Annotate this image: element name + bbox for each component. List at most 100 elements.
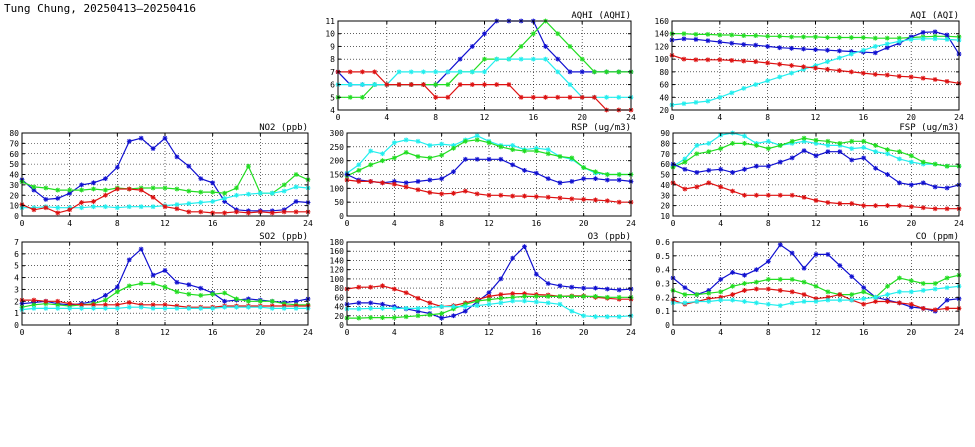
data-point bbox=[162, 268, 168, 273]
data-point bbox=[415, 179, 421, 184]
data-point bbox=[908, 153, 914, 159]
data-point bbox=[31, 302, 37, 308]
data-point bbox=[920, 30, 926, 35]
x-tick-label: 24 bbox=[954, 113, 964, 122]
panel-title: NO2 (ppb) bbox=[259, 123, 308, 133]
y-tick-label: 50 bbox=[9, 160, 19, 169]
data-point bbox=[103, 306, 108, 311]
data-point bbox=[825, 66, 830, 72]
y-tick-label: 5 bbox=[330, 93, 335, 102]
data-point bbox=[174, 306, 180, 311]
x-tick-label: 16 bbox=[859, 113, 869, 122]
data-point bbox=[368, 306, 374, 311]
data-point bbox=[694, 143, 700, 148]
data-point bbox=[873, 165, 878, 171]
data-point bbox=[730, 140, 735, 146]
data-point bbox=[162, 284, 168, 290]
data-point bbox=[944, 78, 950, 84]
data-point bbox=[557, 283, 563, 289]
data-point bbox=[944, 206, 950, 212]
data-point bbox=[391, 155, 397, 161]
data-point bbox=[396, 82, 402, 87]
data-point bbox=[860, 70, 866, 76]
data-point bbox=[581, 313, 587, 319]
data-point bbox=[533, 148, 539, 154]
x-tick-label: 24 bbox=[954, 219, 964, 228]
data-point bbox=[682, 166, 688, 172]
data-point bbox=[372, 82, 378, 87]
data-point bbox=[293, 172, 299, 177]
data-point bbox=[67, 187, 73, 193]
data-point bbox=[427, 300, 433, 306]
x-tick-label: 4 bbox=[718, 328, 723, 337]
data-point bbox=[837, 297, 843, 303]
data-point bbox=[604, 294, 610, 300]
series-line-red bbox=[672, 182, 959, 210]
data-point bbox=[920, 75, 926, 81]
data-point bbox=[530, 56, 536, 62]
data-point bbox=[462, 156, 468, 162]
data-point bbox=[944, 297, 950, 303]
x-tick-label: 12 bbox=[811, 328, 821, 337]
data-point bbox=[126, 304, 132, 310]
x-tick-label: 24 bbox=[626, 113, 636, 122]
data-point bbox=[730, 270, 735, 275]
y-tick-label: 0 bbox=[14, 321, 19, 330]
data-point bbox=[403, 137, 409, 143]
y-tick-label: 20 bbox=[660, 202, 670, 211]
data-point bbox=[813, 137, 819, 143]
data-point bbox=[932, 206, 938, 212]
data-point bbox=[415, 187, 421, 193]
data-point bbox=[545, 294, 551, 299]
data-point bbox=[681, 31, 687, 37]
data-point bbox=[932, 77, 938, 82]
data-point bbox=[682, 300, 688, 306]
data-point bbox=[861, 138, 867, 144]
data-point bbox=[616, 287, 622, 293]
data-point bbox=[682, 292, 688, 297]
data-point bbox=[730, 283, 735, 289]
data-point bbox=[885, 283, 890, 289]
data-point bbox=[765, 33, 771, 39]
y-tick-label: 9 bbox=[330, 42, 335, 51]
y-tick-label: 90 bbox=[660, 129, 670, 138]
series-red bbox=[670, 180, 962, 212]
data-point bbox=[825, 200, 831, 205]
data-point bbox=[837, 68, 842, 73]
data-point bbox=[210, 291, 216, 297]
y-tick-label: 60 bbox=[659, 81, 669, 90]
series-red bbox=[669, 52, 962, 86]
data-point bbox=[860, 35, 866, 40]
data-point bbox=[837, 149, 843, 155]
data-point bbox=[234, 192, 239, 198]
data-point bbox=[569, 196, 575, 202]
series-blue bbox=[670, 148, 962, 191]
data-point bbox=[451, 190, 456, 196]
data-point bbox=[753, 42, 759, 48]
x-tick-label: 24 bbox=[954, 328, 964, 337]
data-point bbox=[246, 304, 251, 310]
data-point bbox=[380, 151, 385, 157]
data-point bbox=[198, 189, 204, 195]
data-point bbox=[293, 199, 299, 204]
data-point bbox=[765, 163, 771, 169]
data-point bbox=[222, 210, 227, 216]
data-point bbox=[451, 169, 456, 175]
data-point bbox=[186, 306, 192, 311]
data-point bbox=[920, 288, 926, 293]
data-point bbox=[415, 295, 421, 301]
data-point bbox=[126, 283, 132, 289]
data-point bbox=[555, 56, 561, 62]
data-point bbox=[114, 205, 120, 211]
data-point bbox=[873, 149, 878, 155]
data-point bbox=[545, 176, 551, 182]
y-tick-label: 20 bbox=[334, 312, 344, 321]
y-tick-label: 0 bbox=[339, 321, 344, 330]
data-point bbox=[932, 161, 938, 167]
data-point bbox=[368, 162, 374, 168]
data-point bbox=[138, 246, 144, 252]
data-point bbox=[825, 59, 830, 65]
data-point bbox=[43, 298, 49, 304]
